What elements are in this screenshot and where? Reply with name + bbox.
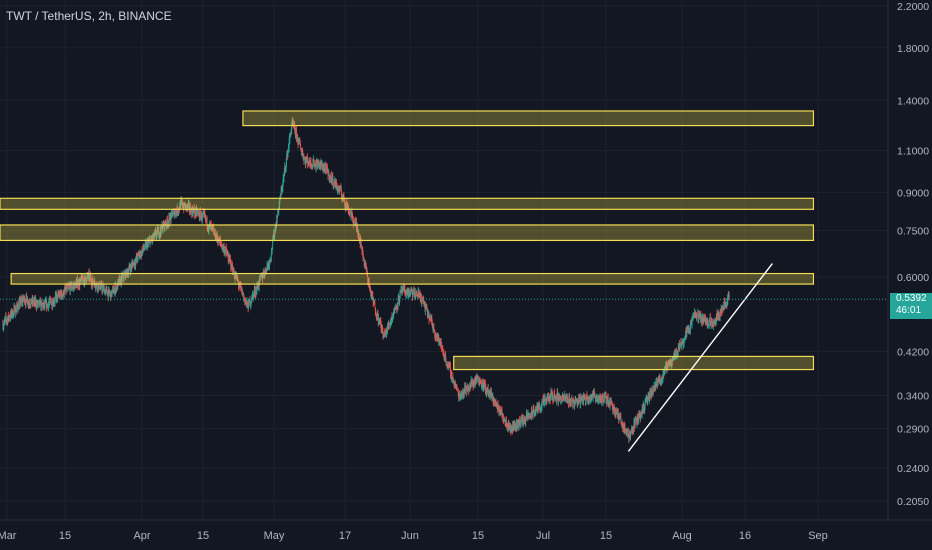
x-tick-label: Aug (672, 530, 692, 542)
y-tick-label: 2.2000 (897, 1, 929, 13)
y-tick-label: 0.3400 (897, 390, 929, 402)
x-axis-panel (0, 520, 932, 550)
zones[interactable] (0, 110, 815, 371)
x-tick-label: Mar (0, 530, 17, 542)
y-tick-label: 0.2400 (897, 463, 929, 475)
y-tick-label: 0.9000 (897, 187, 929, 199)
last-price-value: 0.5392 (896, 293, 927, 304)
resistance-zone (10, 272, 815, 285)
chart-title: TWT / TetherUS, 2h, BINANCE (6, 9, 172, 23)
x-tick-label: Jun (401, 530, 419, 542)
trendline (627, 263, 773, 452)
drawings[interactable] (0, 263, 888, 452)
y-tick-label: 1.8000 (897, 43, 929, 55)
x-tick-label: Jul (536, 530, 550, 542)
y-tick-label: 1.4000 (897, 95, 929, 107)
x-tick-label: May (264, 530, 285, 542)
resistance-zone (242, 110, 815, 127)
candles (2, 116, 730, 444)
resistance-zone (0, 197, 815, 210)
x-tick-label: 17 (339, 530, 351, 542)
grid (0, 0, 888, 520)
resistance-zone (453, 355, 815, 371)
y-tick-label: 0.4200 (897, 346, 929, 358)
last-price-badge: 0.5392 46:01 (890, 293, 932, 319)
y-tick-label: 0.2900 (897, 424, 929, 436)
y-tick-label: 0.2050 (897, 496, 929, 508)
x-tick-label: 15 (600, 530, 612, 542)
x-tick-label: 15 (59, 530, 71, 542)
y-tick-label: 0.7500 (897, 225, 929, 237)
y-axis-panel (888, 0, 932, 550)
x-tick-label: Apr (133, 530, 150, 542)
x-tick-label: 15 (197, 530, 209, 542)
x-tick-label: 16 (739, 530, 751, 542)
y-tick-label: 1.1000 (897, 146, 929, 158)
y-tick-label: 0.6000 (897, 272, 929, 284)
bar-countdown: 46:01 (896, 305, 922, 316)
x-tick-label: Sep (808, 530, 828, 542)
x-tick-label: 15 (472, 530, 484, 542)
resistance-zone (0, 224, 815, 242)
